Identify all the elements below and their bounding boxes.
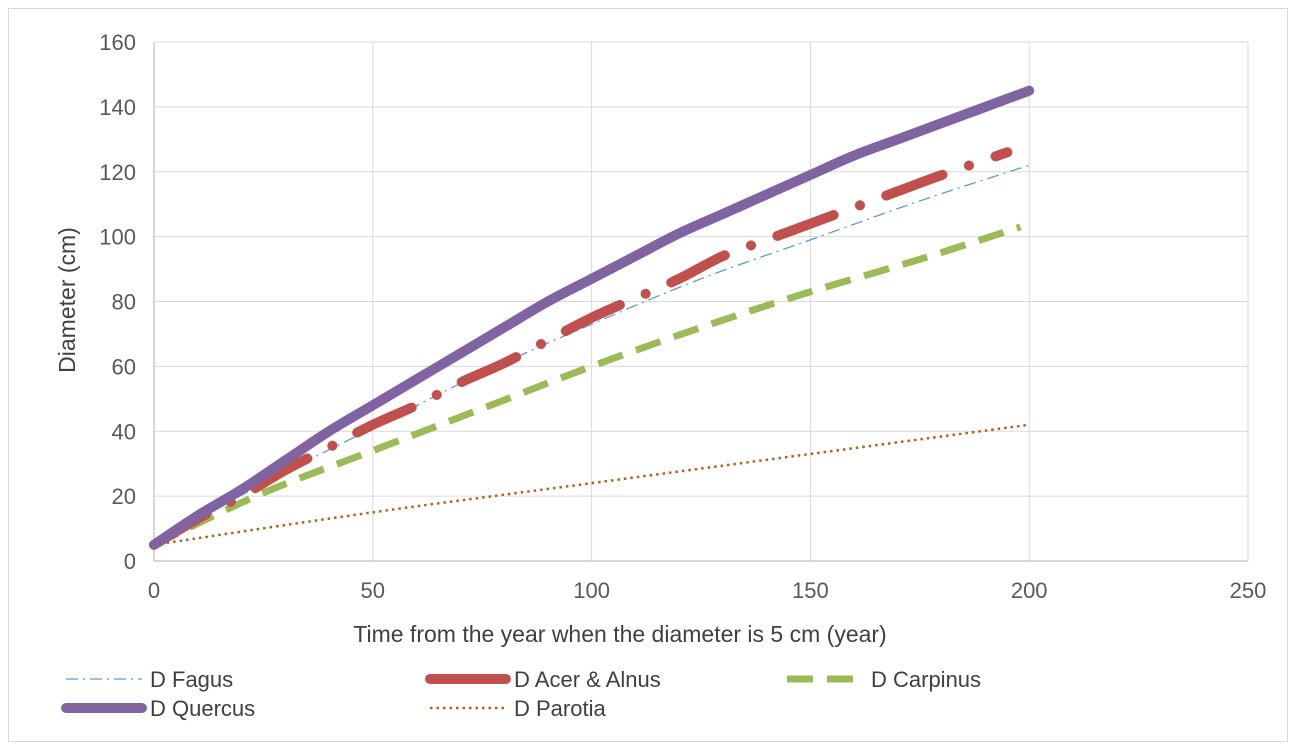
y-tick-label: 20	[112, 484, 136, 509]
x-tick-label: 150	[792, 578, 829, 603]
x-tick-label: 200	[1011, 578, 1048, 603]
series-line-d-carpinus	[152, 223, 1022, 548]
series-line-d-acer-alnus	[149, 147, 1013, 550]
y-tick-label: 40	[112, 419, 136, 444]
series-line-d-quercus	[149, 85, 1035, 550]
chart-frame	[8, 8, 1288, 742]
x-axis-title: Time from the year when the diameter is …	[353, 621, 886, 647]
x-tick-label: 0	[148, 578, 160, 603]
legend-label-d-fagus: D Fagus	[150, 667, 233, 692]
series-line-d-parotia	[153, 423, 1030, 547]
y-tick-label: 140	[99, 95, 136, 120]
y-tick-label: 0	[124, 549, 136, 574]
y-tick-label: 120	[99, 160, 136, 185]
gridlines	[154, 41, 1249, 561]
tick-labels: 0 20 40 60 80 100 120 140 160 0 50 100 150 200 250	[99, 30, 1266, 603]
y-tick-label: 60	[112, 354, 136, 379]
y-tick-label: 80	[112, 290, 136, 315]
y-tick-label: 160	[99, 30, 136, 55]
series-lines	[149, 85, 1035, 550]
legend-label-d-quercus: D Quercus	[150, 696, 255, 721]
x-tick-label: 100	[573, 578, 610, 603]
axes	[153, 42, 1248, 562]
x-tick-label: 50	[361, 578, 385, 603]
legend: D Fagus D Acer & Alnus D Carpinus D Quercus…	[61, 667, 981, 721]
y-tick-label: 100	[99, 225, 136, 250]
x-tick-label: 250	[1230, 578, 1267, 603]
legend-label-d-carpinus: D Carpinus	[871, 667, 981, 692]
y-axis-title: Diameter (cm)	[54, 227, 80, 373]
legend-label-d-parotia: D Parotia	[514, 696, 606, 721]
legend-label-d-acer-alnus: D Acer & Alnus	[514, 667, 661, 692]
